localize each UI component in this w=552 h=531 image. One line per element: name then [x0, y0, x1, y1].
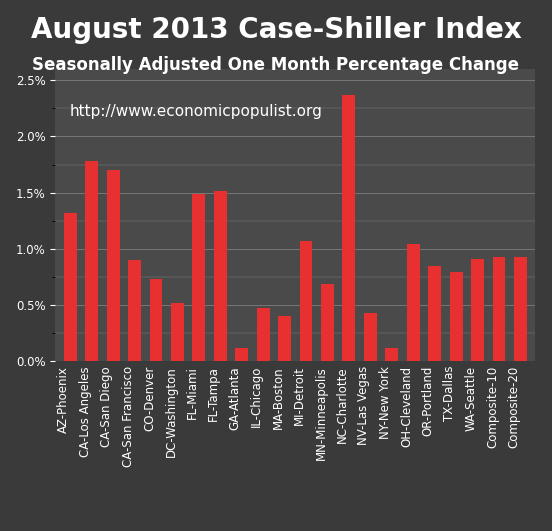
- Bar: [150, 279, 162, 361]
- Bar: [85, 161, 98, 361]
- Bar: [278, 316, 291, 361]
- Bar: [300, 241, 312, 361]
- Bar: [193, 194, 205, 361]
- Bar: [407, 244, 420, 361]
- Bar: [364, 313, 377, 361]
- Bar: [514, 256, 527, 361]
- Bar: [235, 348, 248, 361]
- Text: August 2013 Case-Shiller Index: August 2013 Case-Shiller Index: [30, 16, 522, 44]
- Bar: [342, 95, 355, 361]
- Bar: [214, 192, 227, 361]
- Bar: [171, 303, 184, 361]
- Bar: [385, 348, 398, 361]
- Bar: [64, 213, 77, 361]
- Bar: [471, 259, 484, 361]
- Bar: [257, 309, 269, 361]
- Bar: [128, 260, 141, 361]
- Bar: [450, 272, 463, 361]
- Bar: [428, 266, 441, 361]
- Bar: [107, 170, 120, 361]
- Bar: [321, 284, 334, 361]
- Bar: [492, 256, 506, 361]
- Text: Seasonally Adjusted One Month Percentage Change: Seasonally Adjusted One Month Percentage…: [33, 56, 519, 74]
- Text: http://www.economicpopulist.org: http://www.economicpopulist.org: [70, 104, 322, 119]
